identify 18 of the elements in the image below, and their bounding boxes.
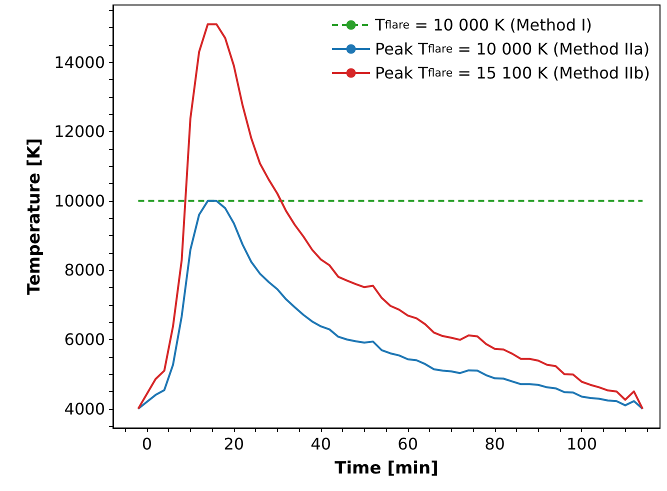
legend-label: Peak Tflare = 10 000 K (Method IIa) — [375, 40, 650, 58]
x-tick-label: 0 — [142, 434, 152, 454]
x-axis-title: Time [min] — [334, 458, 438, 478]
y-tick-label: 14000 — [54, 52, 105, 72]
x-tick-label: 20 — [224, 434, 244, 454]
legend-label: Tflare = 10 000 K (Method I) — [374, 16, 592, 34]
x-tick-label: 60 — [398, 434, 418, 454]
y-axis-title: Temperature [K] — [24, 138, 44, 295]
y-tick-label: 6000 — [64, 330, 105, 349]
x-tick-label: 80 — [484, 434, 505, 454]
x-tick-label: 40 — [310, 434, 332, 454]
x-tick-label: 100 — [566, 434, 598, 454]
line-series — [137, 200, 644, 410]
legend-label: Peak Tflare = 15 100 K (Method IIb) — [375, 64, 650, 82]
y-tick-label: 10000 — [54, 191, 105, 210]
y-tick-label: 8000 — [64, 260, 105, 280]
y-tick-label: 4000 — [64, 399, 105, 418]
y-tick-label: 12000 — [54, 122, 105, 142]
